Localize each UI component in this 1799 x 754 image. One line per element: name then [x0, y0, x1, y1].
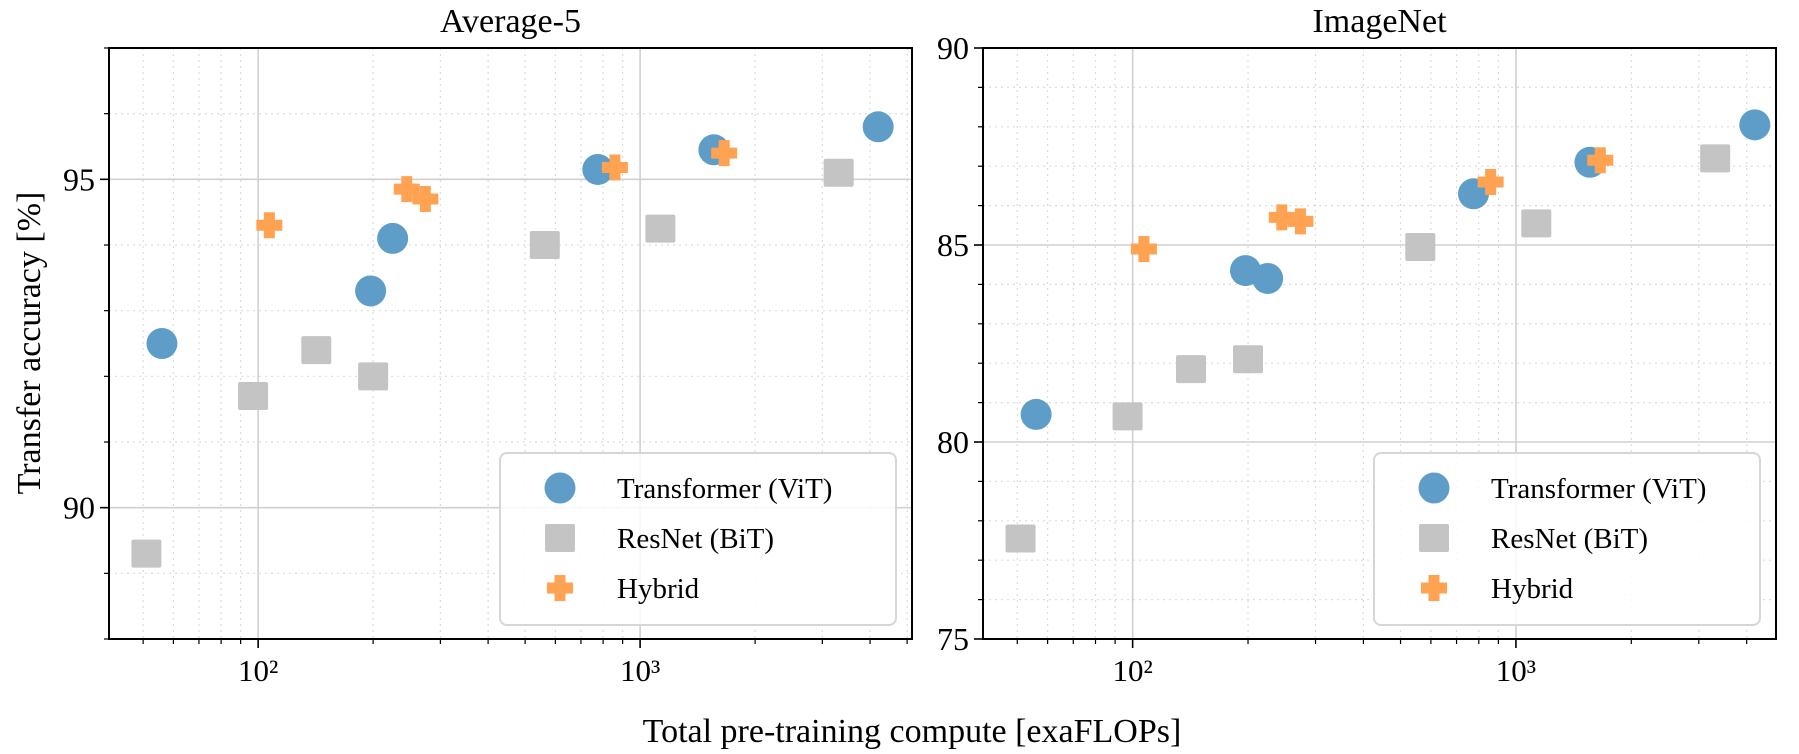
legend: Transformer (ViT) ResNet (BiT) Hybrid — [499, 452, 897, 626]
subplot-average-5: 10² 10³ 90 95 Average-5 Transformer (ViT) ResN… — [63, 3, 913, 688]
data-point-square — [1005, 524, 1036, 553]
legend-label: Hybrid — [1491, 573, 1574, 605]
data-point-square — [358, 362, 389, 391]
data-point-square — [1700, 144, 1731, 173]
data-point-square — [238, 382, 269, 411]
data-point-circle — [1252, 262, 1284, 294]
data-point-circle — [355, 275, 387, 307]
data-point-plus — [256, 212, 283, 239]
x-tick-label: 10³ — [620, 653, 660, 688]
y-tick-label: 95 — [63, 161, 95, 197]
legend-marker-circle — [544, 472, 576, 504]
legend-label: ResNet (BiT) — [617, 523, 774, 555]
data-point-square — [1112, 402, 1143, 431]
data-point-circle — [862, 111, 894, 143]
x-tick-label: 10³ — [1496, 653, 1536, 688]
data-point-square — [823, 158, 854, 187]
data-point-plus — [1287, 208, 1314, 235]
legend: Transformer (ViT) ResNet (BiT) Hybrid — [1373, 452, 1761, 626]
x-tick-label: 10² — [238, 653, 278, 688]
legend-marker-square — [1419, 524, 1449, 552]
x-axis-label: Total pre-training compute [exaFLOPs] — [643, 713, 1182, 750]
series-plus — [1130, 147, 1614, 262]
data-point-square — [1176, 355, 1207, 384]
data-point-circle — [377, 222, 409, 254]
legend-marker-plus — [547, 575, 573, 601]
y-tick-label: 85 — [937, 227, 969, 263]
y-axis-label: Transfer accuracy [%] — [11, 192, 48, 495]
y-tick-label: 80 — [937, 424, 969, 460]
series-square — [131, 158, 854, 568]
axes-frame — [982, 47, 1777, 640]
data-point-square — [1405, 232, 1436, 261]
series-square — [1005, 144, 1731, 553]
legend-label: Transformer (ViT) — [617, 473, 832, 505]
data-point-plus — [393, 176, 420, 203]
data-point-circle — [582, 153, 614, 185]
series-plus — [256, 140, 738, 239]
y-tick-label: 90 — [63, 490, 95, 526]
legend-label: Transformer (ViT) — [1491, 473, 1706, 505]
data-point-circle — [146, 328, 178, 359]
legend-box — [499, 452, 897, 626]
data-point-plus — [1130, 235, 1157, 262]
data-point-plus — [601, 154, 628, 181]
legend-marker-plus — [1421, 575, 1447, 601]
legend-marker-square — [545, 524, 575, 552]
data-point-square — [529, 231, 560, 259]
data-point-circle — [1020, 398, 1052, 430]
data-point-plus — [412, 186, 439, 213]
legend-marker-circle — [1418, 472, 1450, 504]
data-point-circle — [1739, 109, 1771, 141]
data-point-square — [131, 539, 162, 568]
data-point-plus — [711, 140, 738, 167]
legend-box — [1373, 452, 1761, 626]
legend-label: Hybrid — [617, 573, 700, 605]
data-point-plus — [1268, 204, 1295, 231]
subplot-title: Average-5 — [440, 3, 581, 40]
data-point-square — [1521, 209, 1552, 238]
x-tick-label: 10² — [1112, 653, 1152, 688]
subplot-title: ImageNet — [1312, 3, 1447, 40]
data-point-square — [301, 336, 332, 365]
data-point-plus — [1587, 147, 1614, 174]
data-point-plus — [1477, 168, 1504, 195]
data-point-square — [1233, 345, 1264, 374]
data-point-square — [645, 214, 676, 243]
y-tick-label: 90 — [937, 30, 969, 66]
subplot-imagenet: 10² 10³ 75 80 85 90 ImageNet Transformer (ViT) R… — [937, 3, 1777, 688]
y-tick-label: 75 — [937, 621, 969, 657]
legend-label: ResNet (BiT) — [1491, 523, 1648, 555]
axes-frame — [108, 47, 913, 640]
